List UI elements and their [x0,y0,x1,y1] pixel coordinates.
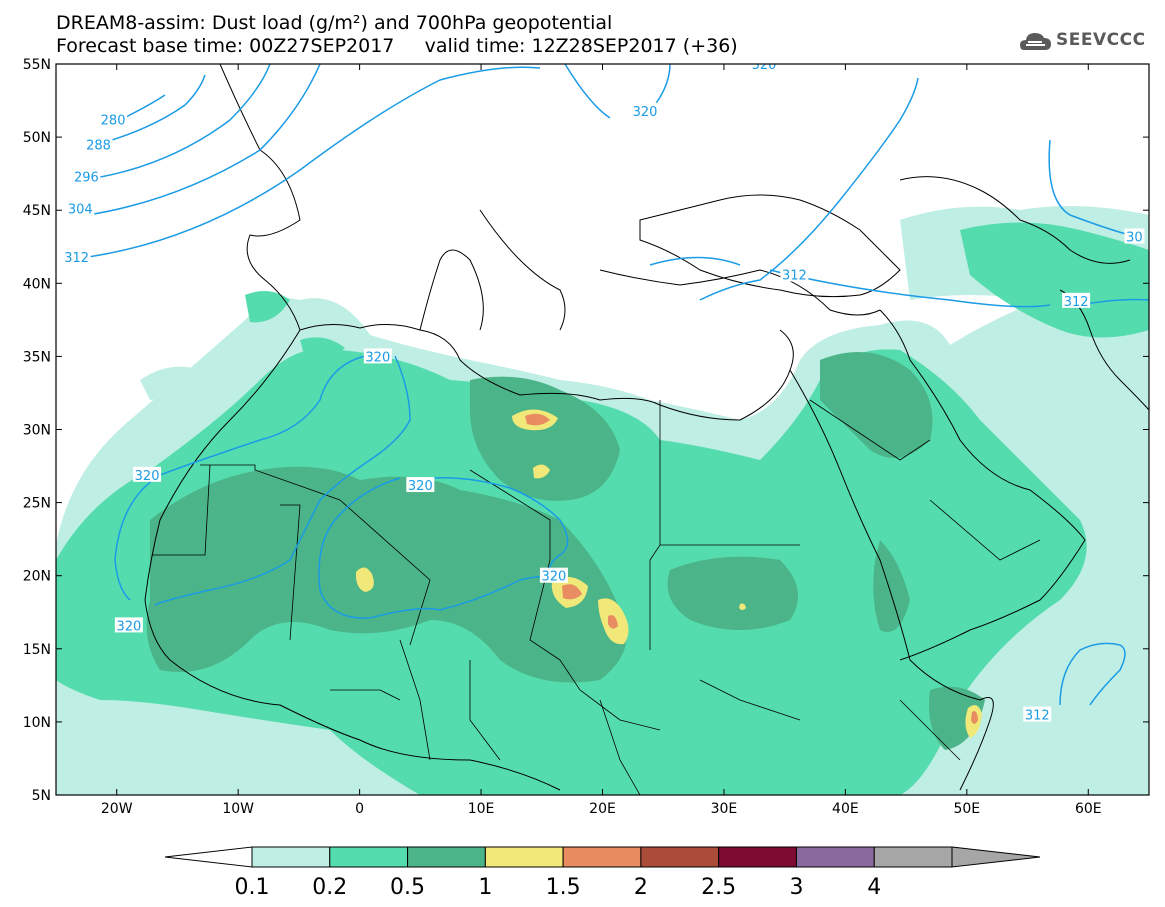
axis-ticks [56,63,1149,796]
contour-label: 312 [782,269,807,284]
colorbar-label: 0.5 [390,875,425,900]
contour-label: 280 [101,114,126,129]
lat-label: 25N [23,496,51,512]
colorbar-swatch [407,846,486,868]
colorbar-label: 2 [634,875,648,900]
colorbar-swatch [718,846,797,868]
colorbar-swatch [562,846,642,868]
colorbar-swatch [329,846,409,868]
contour-label-bg [363,348,392,364]
contour-label-bg [62,248,91,264]
colorbar-swatch [251,846,331,868]
lat-label: 35N [23,349,51,365]
lon-label: 30E [711,801,738,817]
contour-label-bg [114,617,143,633]
lat-label: 40N [23,276,51,292]
lon-label: 60E [1075,801,1102,817]
lat-label: 55N [23,57,51,73]
lon-label: 0 [355,801,364,817]
contour-label: 296 [74,171,99,186]
lat-label: 15N [23,642,51,658]
lon-label: 50E [953,801,980,817]
lat-label: 45N [23,203,51,219]
colorbar-over-triangle [951,846,1041,868]
contour-label-bg [66,200,95,216]
colorbar-label: 0.1 [235,875,270,900]
dust-band-1.5 [525,413,978,724]
contour-label-bg [750,64,779,71]
contour-label: 320 [116,619,141,634]
lon-label: 20E [589,801,616,817]
colorbar-label: 2.5 [701,875,736,900]
country-borders [152,399,1041,795]
cloud-logo-icon [1020,33,1051,50]
colorbar-label: 1 [478,875,492,900]
map-title: DREAM8-assim: Dust load (g/m²) and 700hP… [56,12,613,34]
longitude-labels: 20W 10W 0 10E 20E 30E 40E 50E 60E [101,801,1102,817]
lat-label: 5N [32,788,51,804]
lon-label: 10E [468,801,495,817]
contour-label: 304 [68,203,93,218]
lat-label: 10N [23,715,51,731]
contour-label-bg [1062,292,1091,308]
contour-label: 312 [64,251,89,266]
contour-label-bg [133,466,162,482]
contour-label: 288 [86,138,111,153]
contour-label: 320 [542,570,567,585]
contour-label: 320 [135,469,160,484]
colorbar-label: 1.5 [546,875,581,900]
colorbar-swatch [873,846,953,868]
colorbar-label: 0.2 [312,875,347,900]
contour-label-bg [406,477,435,493]
map-subtitle: Forecast base time: 00Z27SEP2017 valid t… [56,35,738,57]
contour-label-bg [539,567,568,583]
lon-label: 40E [832,801,859,817]
contour-label: 320 [365,350,390,365]
contour-label-bg [1023,706,1052,722]
contour-labels: 280 288 296 304 312 320 320 312 312 30 320 320 320 32… [62,58,1145,724]
logo-text: SEEVCCC [1056,30,1146,50]
colorbar-label: 3 [789,875,803,900]
lon-label: 10W [222,801,254,817]
contour-label: 320 [633,105,658,120]
contour-label: 312 [1064,295,1089,310]
coastlines [144,64,1149,791]
colorbar-swatch [795,846,875,868]
contour-label-bg [99,111,128,127]
contour-label-bg [72,168,101,184]
colorbar-swatch [484,846,564,868]
lat-label: 50N [23,130,51,146]
contour-label-bg [1124,228,1145,244]
geopotential-contours [87,64,1149,706]
colorbar-label: 4 [867,875,881,900]
dust-band-0.5 [146,352,985,750]
contour-label-bg [780,266,809,282]
contour-label-bg [84,136,113,152]
colorbar-swatch [640,846,720,868]
contour-label: 30 [1126,231,1143,246]
contour-label-bg [631,102,660,118]
colorbar-under-triangle [164,846,253,868]
contour-label: 320 [752,58,777,73]
lat-label: 30N [23,423,51,439]
latitude-labels: 55N 50N 45N 40N 35N 30N 25N 20N 15N 10N 5N [23,57,51,804]
lat-label: 20N [23,569,51,585]
contour-label: 320 [408,479,433,494]
contour-label: 312 [1025,709,1050,724]
lon-label: 20W [101,801,133,817]
